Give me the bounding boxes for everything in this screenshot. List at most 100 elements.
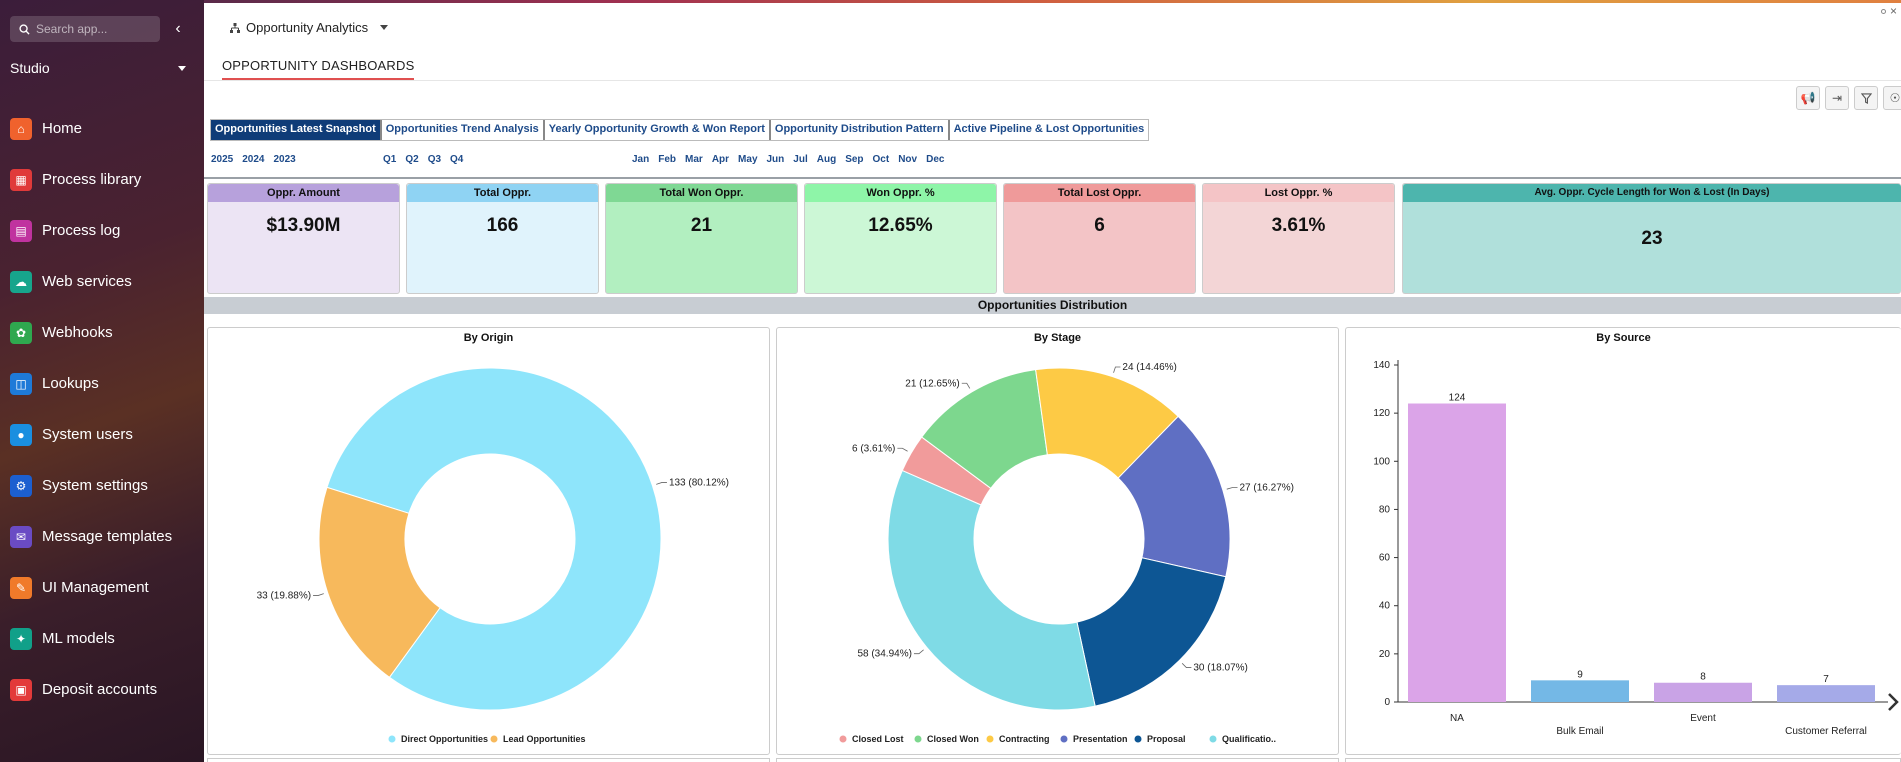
label-leader	[961, 382, 971, 389]
sidebar-item-ui-management[interactable]: ✎ UI Management	[10, 562, 196, 613]
sidebar-item-webhooks[interactable]: ✿ Webhooks	[10, 307, 196, 358]
sidebar-item-web-services[interactable]: ☁ Web services	[10, 256, 196, 307]
legend-marker	[986, 735, 994, 743]
filter-month[interactable]: Nov	[898, 154, 918, 165]
filter-month[interactable]: Mar	[685, 154, 703, 165]
subtab-yearly-growth[interactable]: Yearly Opportunity Growth & Won Report	[545, 120, 771, 140]
kpi-label: Total Lost Oppr.	[1004, 184, 1195, 202]
filter-month[interactable]: May	[738, 154, 758, 165]
filter-quarter[interactable]: Q2	[405, 154, 419, 165]
sidebar-item-system-users[interactable]: ● System users	[10, 409, 196, 460]
bar[interactable]	[1777, 685, 1875, 702]
filter-month[interactable]: Aug	[816, 154, 837, 165]
data-label: 58 (34.94%)	[857, 649, 911, 660]
workspace-selector[interactable]: Studio	[10, 58, 186, 78]
data-label: 6 (3.61%)	[852, 443, 895, 454]
kpi-value: 3.61%	[1271, 215, 1326, 236]
sidebar-search[interactable]	[10, 16, 160, 42]
sidebar-item-ml-models[interactable]: ✦ ML models	[10, 613, 196, 664]
sidebar-item-label: ML models	[42, 630, 115, 647]
sidebar-item-lookups[interactable]: ◫ Lookups	[10, 358, 196, 409]
kpi-card: Avg. Oppr. Cycle Length for Won & Lost (…	[1402, 183, 1901, 294]
filter-quarter[interactable]: Q3	[427, 154, 442, 165]
label-leader	[913, 649, 924, 655]
y-tick-label: 140	[1373, 360, 1390, 371]
bar[interactable]	[1654, 682, 1752, 702]
filter-month[interactable]: Jan	[632, 154, 650, 165]
subtab-trend-analysis[interactable]: Opportunities Trend Analysis	[382, 120, 545, 140]
filter-month[interactable]: Jul	[793, 154, 808, 165]
label-leader	[1181, 663, 1192, 668]
sidebar-item-label: Lookups	[42, 375, 99, 392]
bar[interactable]	[1531, 680, 1629, 702]
kpi-label: Lost Oppr. %	[1203, 184, 1394, 202]
filter-year[interactable]: 2023	[273, 154, 296, 165]
sidebar-item-label: Home	[42, 120, 83, 137]
sidebar-item-process-log[interactable]: ▤ Process log	[10, 205, 196, 256]
y-tick-label: 0	[1384, 697, 1390, 708]
legend-label[interactable]: Closed Lost	[852, 734, 904, 744]
chart-title: By Origin	[463, 332, 514, 344]
legend-label[interactable]: Lead Opportunities	[503, 734, 586, 744]
month-filter: Jan Feb Mar Apr May Jun Jul Aug Sep Oct …	[632, 154, 953, 165]
process-log-icon: ▤	[10, 219, 32, 242]
panel-edge	[1345, 758, 1901, 762]
legend-label[interactable]: Contracting	[999, 734, 1050, 744]
kpi-value: 6	[1094, 215, 1105, 236]
filter-quarter[interactable]: Q4	[450, 154, 464, 165]
filter-month[interactable]: Apr	[711, 154, 730, 165]
filter-month[interactable]: Oct	[872, 154, 890, 165]
bar[interactable]	[1408, 403, 1506, 702]
pie-slice[interactable]	[887, 469, 1096, 711]
export-icon[interactable]: ⇥	[1825, 86, 1849, 110]
filter-month[interactable]: Sep	[845, 154, 864, 165]
settings-dot-icon[interactable]	[1881, 9, 1886, 14]
y-tick-label: 120	[1373, 408, 1390, 419]
label-leader	[656, 482, 667, 485]
tab-opportunity-dashboards[interactable]: OPPORTUNITY DASHBOARDS	[222, 58, 415, 80]
filter-month[interactable]: Dec	[926, 154, 945, 165]
filter-year[interactable]: 2025	[211, 154, 234, 165]
kpi-label: Total Won Oppr.	[606, 184, 797, 202]
collapse-sidebar-icon[interactable]: ‹	[175, 20, 181, 37]
x-tick-label: Bulk Email	[1556, 726, 1603, 737]
dashboard-selector[interactable]: Opportunity Analytics	[230, 20, 389, 35]
legend-label[interactable]: Qualificatio..	[1222, 734, 1276, 744]
search-input[interactable]	[36, 22, 156, 36]
sidebar: ‹ Studio ⌂ Home ▦ Process library ▤ Process l…	[0, 0, 204, 762]
dashboard-subtabs: Opportunities Latest Snapshot Opportunit…	[210, 119, 1150, 141]
megaphone-icon[interactable]: 📢	[1796, 86, 1820, 110]
legend-label[interactable]: Direct Opportunities	[401, 734, 488, 744]
sidebar-item-label: UI Management	[42, 579, 149, 596]
close-icon[interactable]: ×	[1890, 4, 1898, 18]
sidebar-item-deposit-accounts[interactable]: ▣ Deposit accounts	[10, 664, 196, 715]
pie-slice[interactable]	[1117, 415, 1231, 578]
subtab-distribution-pattern[interactable]: Opportunity Distribution Pattern	[771, 120, 950, 140]
legend-label[interactable]: Proposal	[1147, 734, 1186, 744]
subtab-active-pipeline[interactable]: Active Pipeline & Lost Opportunities	[953, 123, 1145, 135]
filter-month[interactable]: Feb	[658, 154, 677, 165]
sidebar-item-label: System users	[42, 426, 133, 443]
subtab-latest-snapshot[interactable]: Opportunities Latest Snapshot	[211, 120, 382, 140]
filter-icon[interactable]	[1854, 86, 1878, 110]
sidebar-item-system-settings[interactable]: ⚙ System settings	[10, 460, 196, 511]
lightbulb-icon[interactable]: ☉	[1883, 86, 1901, 110]
legend-marker	[839, 735, 847, 743]
legend-marker	[1209, 735, 1217, 743]
sidebar-item-home[interactable]: ⌂ Home	[10, 103, 196, 154]
legend-label[interactable]: Closed Won	[927, 734, 979, 744]
legend-label[interactable]: Presentation	[1073, 734, 1128, 744]
label-leader	[1226, 487, 1238, 490]
top-accent-stripe	[204, 0, 1901, 3]
pie-slice[interactable]	[326, 367, 662, 711]
by-source-chart: 0 20 40 60 80 100 120 140 124 NA 9 Bulk Email 8 Event…	[1373, 360, 1899, 737]
pie-slice[interactable]	[1076, 557, 1227, 707]
sidebar-item-message-templates[interactable]: ✉ Message templates	[10, 511, 196, 562]
scroll-right-icon[interactable]	[1888, 693, 1899, 711]
filter-year[interactable]: 2024	[242, 154, 265, 165]
sidebar-item-process-library[interactable]: ▦ Process library	[10, 154, 196, 205]
filter-quarter[interactable]: Q1	[383, 154, 397, 165]
pie-slice[interactable]	[318, 486, 441, 679]
filter-month[interactable]: Jun	[766, 154, 785, 165]
message-templates-icon: ✉	[10, 525, 32, 548]
